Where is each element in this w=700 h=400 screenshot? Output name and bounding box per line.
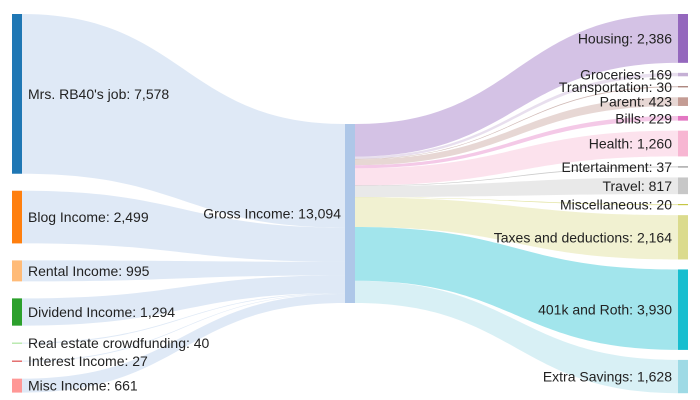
label-401k-and-roth: 401k and Roth: 3,930 — [538, 302, 672, 318]
label-transportation: Transportation: 30 — [559, 79, 672, 95]
target-links — [355, 14, 678, 394]
node-misc-income — [12, 378, 22, 393]
label-housing: Housing: 2,386 — [578, 30, 672, 46]
link-housing — [355, 14, 678, 157]
link-parent — [355, 97, 678, 166]
link-entertainment — [355, 166, 678, 186]
node-groceries — [678, 72, 688, 77]
link-miscellaneous — [355, 197, 678, 206]
label-gross-income: Gross Income: 13,094 — [203, 206, 341, 222]
label-groceries: Groceries: 169 — [580, 67, 672, 83]
node-bills — [678, 115, 688, 121]
node-dividend-income — [12, 298, 22, 326]
label-rental-income: Rental Income: 995 — [28, 263, 150, 279]
node-real-estate-crowdfunding — [12, 342, 22, 344]
node-parent — [678, 97, 688, 106]
label-blog-income: Blog Income: 2,499 — [28, 209, 149, 225]
label-interest-income: Interest Income: 27 — [28, 353, 148, 369]
labels: Mrs. RB40's job: 7,578 Blog Income: 2,499… — [28, 30, 672, 393]
label-miscellaneous: Miscellaneous: 20 — [560, 197, 672, 213]
link-rental-income — [22, 260, 345, 282]
node-travel — [678, 177, 688, 195]
node-miscellaneous — [678, 204, 688, 206]
node-extra-savings — [678, 359, 688, 394]
link-health — [355, 130, 678, 186]
link-extra-savings — [355, 280, 678, 394]
label-entertainment: Entertainment: 37 — [561, 159, 672, 175]
node-gross-income — [345, 124, 355, 303]
link-bills — [355, 115, 678, 169]
node-interest-income — [12, 360, 22, 362]
link-blog-income — [22, 190, 345, 262]
node-401k-and-roth — [678, 269, 688, 350]
node-rental-income — [12, 260, 22, 282]
node-taxes-and-deductions — [678, 215, 688, 260]
label-dividend-income: Dividend Income: 1,294 — [28, 304, 175, 320]
source-links — [22, 14, 345, 393]
label-extra-savings: Extra Savings: 1,628 — [543, 369, 672, 385]
node-blog-income — [12, 190, 22, 244]
link-travel — [355, 177, 678, 198]
link-401k-and-roth — [355, 227, 678, 350]
nodes — [12, 14, 688, 394]
link-groceries — [355, 72, 678, 159]
link-dividend-income — [22, 275, 345, 326]
node-transportation — [678, 86, 688, 88]
label-health: Health: 1,260 — [589, 136, 672, 152]
node-health — [678, 130, 688, 157]
label-misc-income: Misc Income: 661 — [28, 378, 138, 394]
label-bills: Bills: 229 — [615, 110, 672, 126]
label-taxes-and-deductions: Taxes and deductions: 2,164 — [494, 229, 672, 245]
link-taxes-and-deductions — [355, 197, 678, 260]
label-travel: Travel: 817 — [602, 178, 672, 194]
label-mrs-rb40-s-job: Mrs. RB40's job: 7,578 — [28, 86, 169, 102]
node-mrs-rb40-s-job — [12, 14, 22, 174]
link-transportation — [355, 86, 678, 160]
link-real-estate-crowdfunding — [22, 293, 345, 344]
link-misc-income — [22, 293, 345, 393]
link-mrs-rb40-s-job — [22, 14, 345, 228]
label-parent: Parent: 423 — [600, 94, 673, 110]
node-housing — [678, 14, 688, 63]
label-real-estate-crowdfunding: Real estate crowdfunding: 40 — [28, 335, 210, 351]
link-interest-income — [22, 293, 345, 362]
node-entertainment — [678, 166, 688, 168]
